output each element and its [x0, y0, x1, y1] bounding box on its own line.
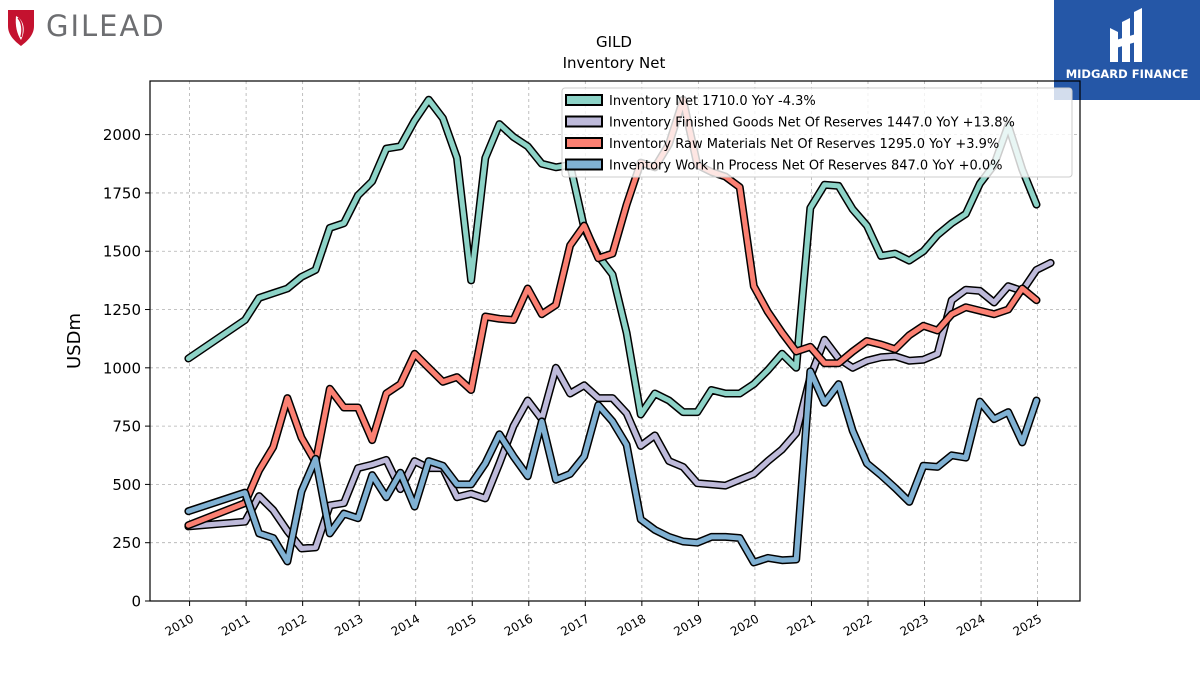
y-axis-label: USDm: [64, 313, 85, 369]
series-1-line: [184, 95, 1041, 419]
y-tick-label: 1250: [103, 301, 141, 319]
series-stroke: [185, 260, 1054, 551]
legend-swatch: [565, 158, 603, 171]
midgard-finance-wordmark: MIDGARD FINANCE: [1065, 67, 1189, 81]
x-tick-label: 2021: [785, 611, 818, 638]
legend-item: Inventory Raw Materials Net Of Reserves …: [565, 137, 999, 152]
y-tick-label: 1750: [103, 184, 141, 202]
x-axis: 2010 2011 2012 2013 2014 2015 2016 2017 2018 2019…: [163, 601, 1044, 639]
x-tick-label: 2011: [219, 611, 252, 638]
series-stroke: [185, 97, 1039, 417]
gilead-shield-icon: [8, 10, 34, 46]
midgard-finance-mark-icon: [1110, 8, 1142, 62]
x-tick-label: 2020: [728, 611, 761, 638]
x-tick-label: 2024: [954, 611, 987, 638]
chart-title: GILD: [596, 33, 632, 51]
legend-label: Inventory Work In Process Net Of Reserve…: [609, 159, 1003, 174]
x-tick-label: 2019: [671, 611, 704, 638]
y-tick-label: 1500: [103, 243, 141, 261]
x-tick-label: 2016: [502, 611, 535, 638]
gilead-wordmark: GILEAD: [46, 9, 166, 43]
y-tick-label: 750: [112, 418, 141, 436]
series-2-line: [184, 258, 1055, 553]
y-tick-label: 1000: [103, 359, 141, 377]
series-stroke: [185, 97, 1039, 528]
x-tick-label: 2022: [841, 611, 874, 638]
x-tick-label: 2018: [615, 611, 648, 638]
legend-swatch: [565, 94, 603, 106]
x-tick-label: 2023: [898, 611, 931, 638]
legend-label: Inventory Raw Materials Net Of Reserves …: [609, 137, 999, 152]
x-tick-label: 2010: [163, 611, 196, 638]
gilead-logo: GILEAD: [4, 4, 166, 48]
x-tick-label: 2017: [558, 611, 591, 638]
legend-swatch: [565, 137, 603, 149]
x-tick-label: 2015: [445, 611, 478, 638]
x-tick-label: 2014: [389, 611, 422, 638]
series-3-line: [184, 95, 1041, 530]
legend-label: Inventory Finished Goods Net Of Reserves…: [609, 116, 1015, 131]
midgard-finance-logo: MIDGARD FINANCE: [1054, 0, 1200, 100]
y-tick-label: 500: [112, 476, 141, 494]
x-tick-label: 2025: [1011, 611, 1044, 638]
y-tick-label: 250: [112, 534, 141, 552]
legend-label: Inventory Net 1710.0 YoY -4.3%: [609, 94, 816, 109]
legend: Inventory Net 1710.0 YoY -4.3% Inventory …: [561, 87, 1073, 178]
legend-box: [561, 87, 1073, 178]
series-4-line: [184, 367, 1041, 567]
y-tick-label: 0: [131, 593, 141, 611]
y-axis: 0 250 500 750 1000 1250 1500 1750 2000: [103, 126, 150, 611]
y-tick-label: 2000: [103, 126, 141, 144]
x-tick-label: 2012: [276, 611, 309, 638]
chart-subtitle: Inventory Net: [563, 54, 666, 72]
legend-item: Inventory Net 1710.0 YoY -4.3%: [565, 94, 816, 109]
x-tick-label: 2013: [332, 611, 365, 638]
legend-item: Inventory Work In Process Net Of Reserve…: [565, 158, 1003, 174]
series-stroke: [185, 368, 1039, 565]
legend-item: Inventory Finished Goods Net Of Reserves…: [565, 115, 1015, 131]
series-layer: [184, 95, 1055, 567]
legend-swatch: [565, 115, 603, 128]
plot-frame: [149, 80, 1081, 602]
